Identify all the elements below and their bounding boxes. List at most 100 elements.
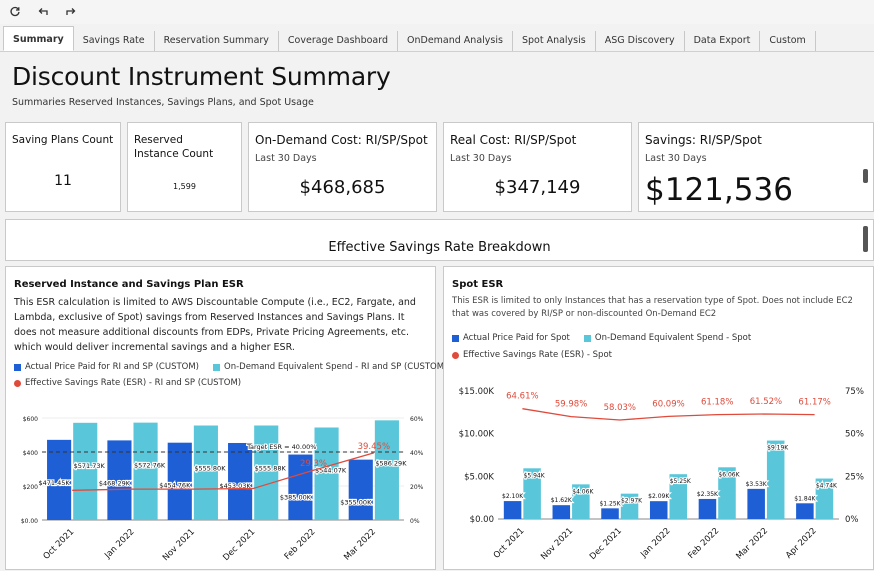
chart-legend: Actual Price Paid for Spot On-Demand Equ… — [452, 333, 751, 343]
x-axis-category-label: Dec 2021 — [588, 526, 624, 562]
bar-ondemand — [815, 478, 834, 519]
x-axis-category-label: Jan 2022 — [102, 527, 136, 561]
tab-custom[interactable]: Custom — [760, 31, 816, 51]
legend-swatch — [14, 379, 21, 387]
data-label-ondemand: $544.07K — [315, 467, 347, 475]
scrollbar-thumb[interactable] — [863, 226, 868, 252]
kpi-card-reserved-instances: Reserved Instance Count 1,599 — [127, 122, 242, 212]
legend-item-ondemand[interactable]: On-Demand Equivalent Spend - RI and SP (… — [213, 362, 447, 372]
y2-axis-tick-label: 25% — [845, 472, 864, 482]
y-axis-tick-label: $600 — [23, 416, 38, 423]
data-label-actual: $453.03K — [220, 482, 252, 490]
data-label-ondemand: $5.25K — [670, 478, 692, 485]
x-axis-category-label: Mar 2022 — [342, 527, 378, 563]
data-label-actual: $1.25K — [599, 500, 621, 507]
x-axis-category-label: Oct 2021 — [492, 526, 527, 561]
bar-actual — [503, 501, 522, 519]
legend-label: Actual Price Paid for Spot — [463, 333, 570, 343]
bar-ondemand — [193, 425, 218, 520]
esr-line — [522, 408, 815, 421]
kpi-card-savings: Savings: RI/SP/Spot Last 30 Days $121,53… — [638, 122, 874, 212]
bar-actual — [649, 501, 668, 519]
data-label-actual: $385.00K — [280, 494, 312, 502]
bar-actual — [747, 488, 765, 519]
data-label-actual: $1.84K — [794, 495, 816, 502]
tab-savings-rate[interactable]: Savings Rate — [74, 31, 155, 51]
spot-esr-chart: $0.00 $5.00K $10.00K $15.00K 0% 25% 50% 75% $2.1… — [459, 387, 864, 562]
tab-reservation-summary[interactable]: Reservation Summary — [155, 31, 279, 51]
kpi-value: $347,149 — [494, 177, 581, 198]
legend-item-ondemand[interactable]: On-Demand Equivalent Spend - Spot — [583, 333, 752, 343]
y-axis-tick-label: $15.00K — [459, 387, 495, 397]
data-label-ondemand: $2.97K — [621, 498, 643, 505]
x-axis-category-label: Dec 2021 — [221, 527, 257, 563]
ri-sp-esr-chart: $0.00 $200 $400 $600 0% 20% 40% 60% $471.45K $571… — [21, 416, 424, 563]
kpi-title: Saving Plans Count — [12, 134, 114, 146]
panel-title: Reserved Instance and Savings Plan ESR — [14, 279, 244, 290]
tab-bar: Summary Savings Rate Reservation Summary… — [0, 26, 874, 52]
kpi-subtitle: Last 30 Days — [645, 153, 707, 164]
kpi-title: On-Demand Cost: RI/SP/Spot — [255, 133, 428, 147]
data-label-actual: $355.00K — [340, 499, 372, 507]
undo-icon[interactable] — [36, 5, 50, 19]
bar-ondemand — [133, 422, 158, 520]
data-label-ondemand: $6.06K — [718, 471, 740, 478]
panel-title: Spot ESR — [452, 279, 504, 290]
bar-actual — [228, 442, 253, 520]
bar-actual — [796, 503, 814, 519]
legend-label: Actual Price Paid for RI and SP (CUSTOM) — [25, 362, 200, 372]
redo-icon[interactable] — [64, 5, 78, 19]
esr-data-label: 58.03% — [604, 403, 636, 413]
legend-swatch — [452, 351, 459, 359]
chart-legend: Effective Savings Rate (ESR) - Spot — [452, 350, 612, 360]
data-label-ondemand: $4.06K — [572, 488, 594, 495]
refresh-icon[interactable] — [8, 5, 22, 19]
legend-label: On-Demand Equivalent Spend - RI and SP (… — [224, 362, 448, 372]
esr-data-label: 29.3% — [300, 459, 327, 469]
esr-data-label: 61.18% — [701, 398, 733, 408]
y2-axis-tick-label: 0% — [845, 515, 859, 525]
esr-data-label: 60.09% — [652, 399, 684, 409]
tab-summary[interactable]: Summary — [3, 26, 74, 51]
legend-item-actual[interactable]: Actual Price Paid for RI and SP (CUSTOM) — [14, 362, 199, 372]
data-label-actual: $1.62K — [551, 497, 573, 504]
data-label-ondemand: $4.74K — [816, 483, 838, 490]
tab-coverage-dashboard[interactable]: Coverage Dashboard — [279, 31, 398, 51]
bar-ondemand — [374, 420, 399, 520]
y2-axis-tick-label: 60% — [410, 416, 424, 423]
tab-asg-discovery[interactable]: ASG Discovery — [596, 31, 685, 51]
kpi-value: $121,536 — [645, 172, 793, 208]
chart-legend: Effective Savings Rate (ESR) - RI and SP… — [14, 378, 241, 388]
target-label: Target ESR = 40.00% — [246, 443, 316, 451]
data-label-ondemand: $9.19K — [767, 445, 789, 452]
legend-item-esr[interactable]: Effective Savings Rate (ESR) - RI and SP… — [14, 378, 241, 388]
legend-label: On-Demand Equivalent Spend - Spot — [594, 333, 752, 343]
tab-ondemand-analysis[interactable]: OnDemand Analysis — [398, 31, 513, 51]
data-label-actual: $2.35K — [697, 491, 719, 498]
bar-actual — [107, 440, 132, 520]
kpi-title: Savings: RI/SP/Spot — [645, 133, 762, 147]
data-label-actual: $3.53K — [746, 481, 768, 488]
tab-spot-analysis[interactable]: Spot Analysis — [513, 31, 596, 51]
bar-ondemand — [254, 425, 279, 520]
x-axis-category-label: Nov 2021 — [161, 527, 197, 563]
bar-ondemand — [718, 467, 736, 519]
bar-ondemand — [73, 422, 98, 520]
bar-actual — [167, 442, 192, 520]
kpi-subtitle: Last 30 Days — [450, 153, 512, 164]
data-label-actual: $2.09K — [648, 493, 670, 500]
legend-item-actual[interactable]: Actual Price Paid for Spot — [452, 333, 570, 343]
chart-legend: Actual Price Paid for RI and SP (CUSTOM)… — [14, 362, 447, 372]
kpi-title: Reserved Instance Count — [134, 134, 214, 160]
bar-ondemand — [766, 440, 785, 519]
y2-axis-tick-label: 50% — [845, 430, 864, 440]
x-axis-category-label: Apr 2022 — [784, 526, 819, 561]
bar-actual — [552, 505, 571, 519]
tab-data-export[interactable]: Data Export — [685, 31, 761, 51]
data-label-actual: $454.76K — [159, 482, 191, 490]
legend-item-esr[interactable]: Effective Savings Rate (ESR) - Spot — [452, 350, 612, 360]
kpi-value: 11 — [54, 173, 72, 189]
page-subtitle: Summaries Reserved Instances, Savings Pl… — [12, 97, 314, 108]
scrollbar-thumb[interactable] — [863, 169, 868, 183]
bar-ondemand — [314, 427, 339, 520]
